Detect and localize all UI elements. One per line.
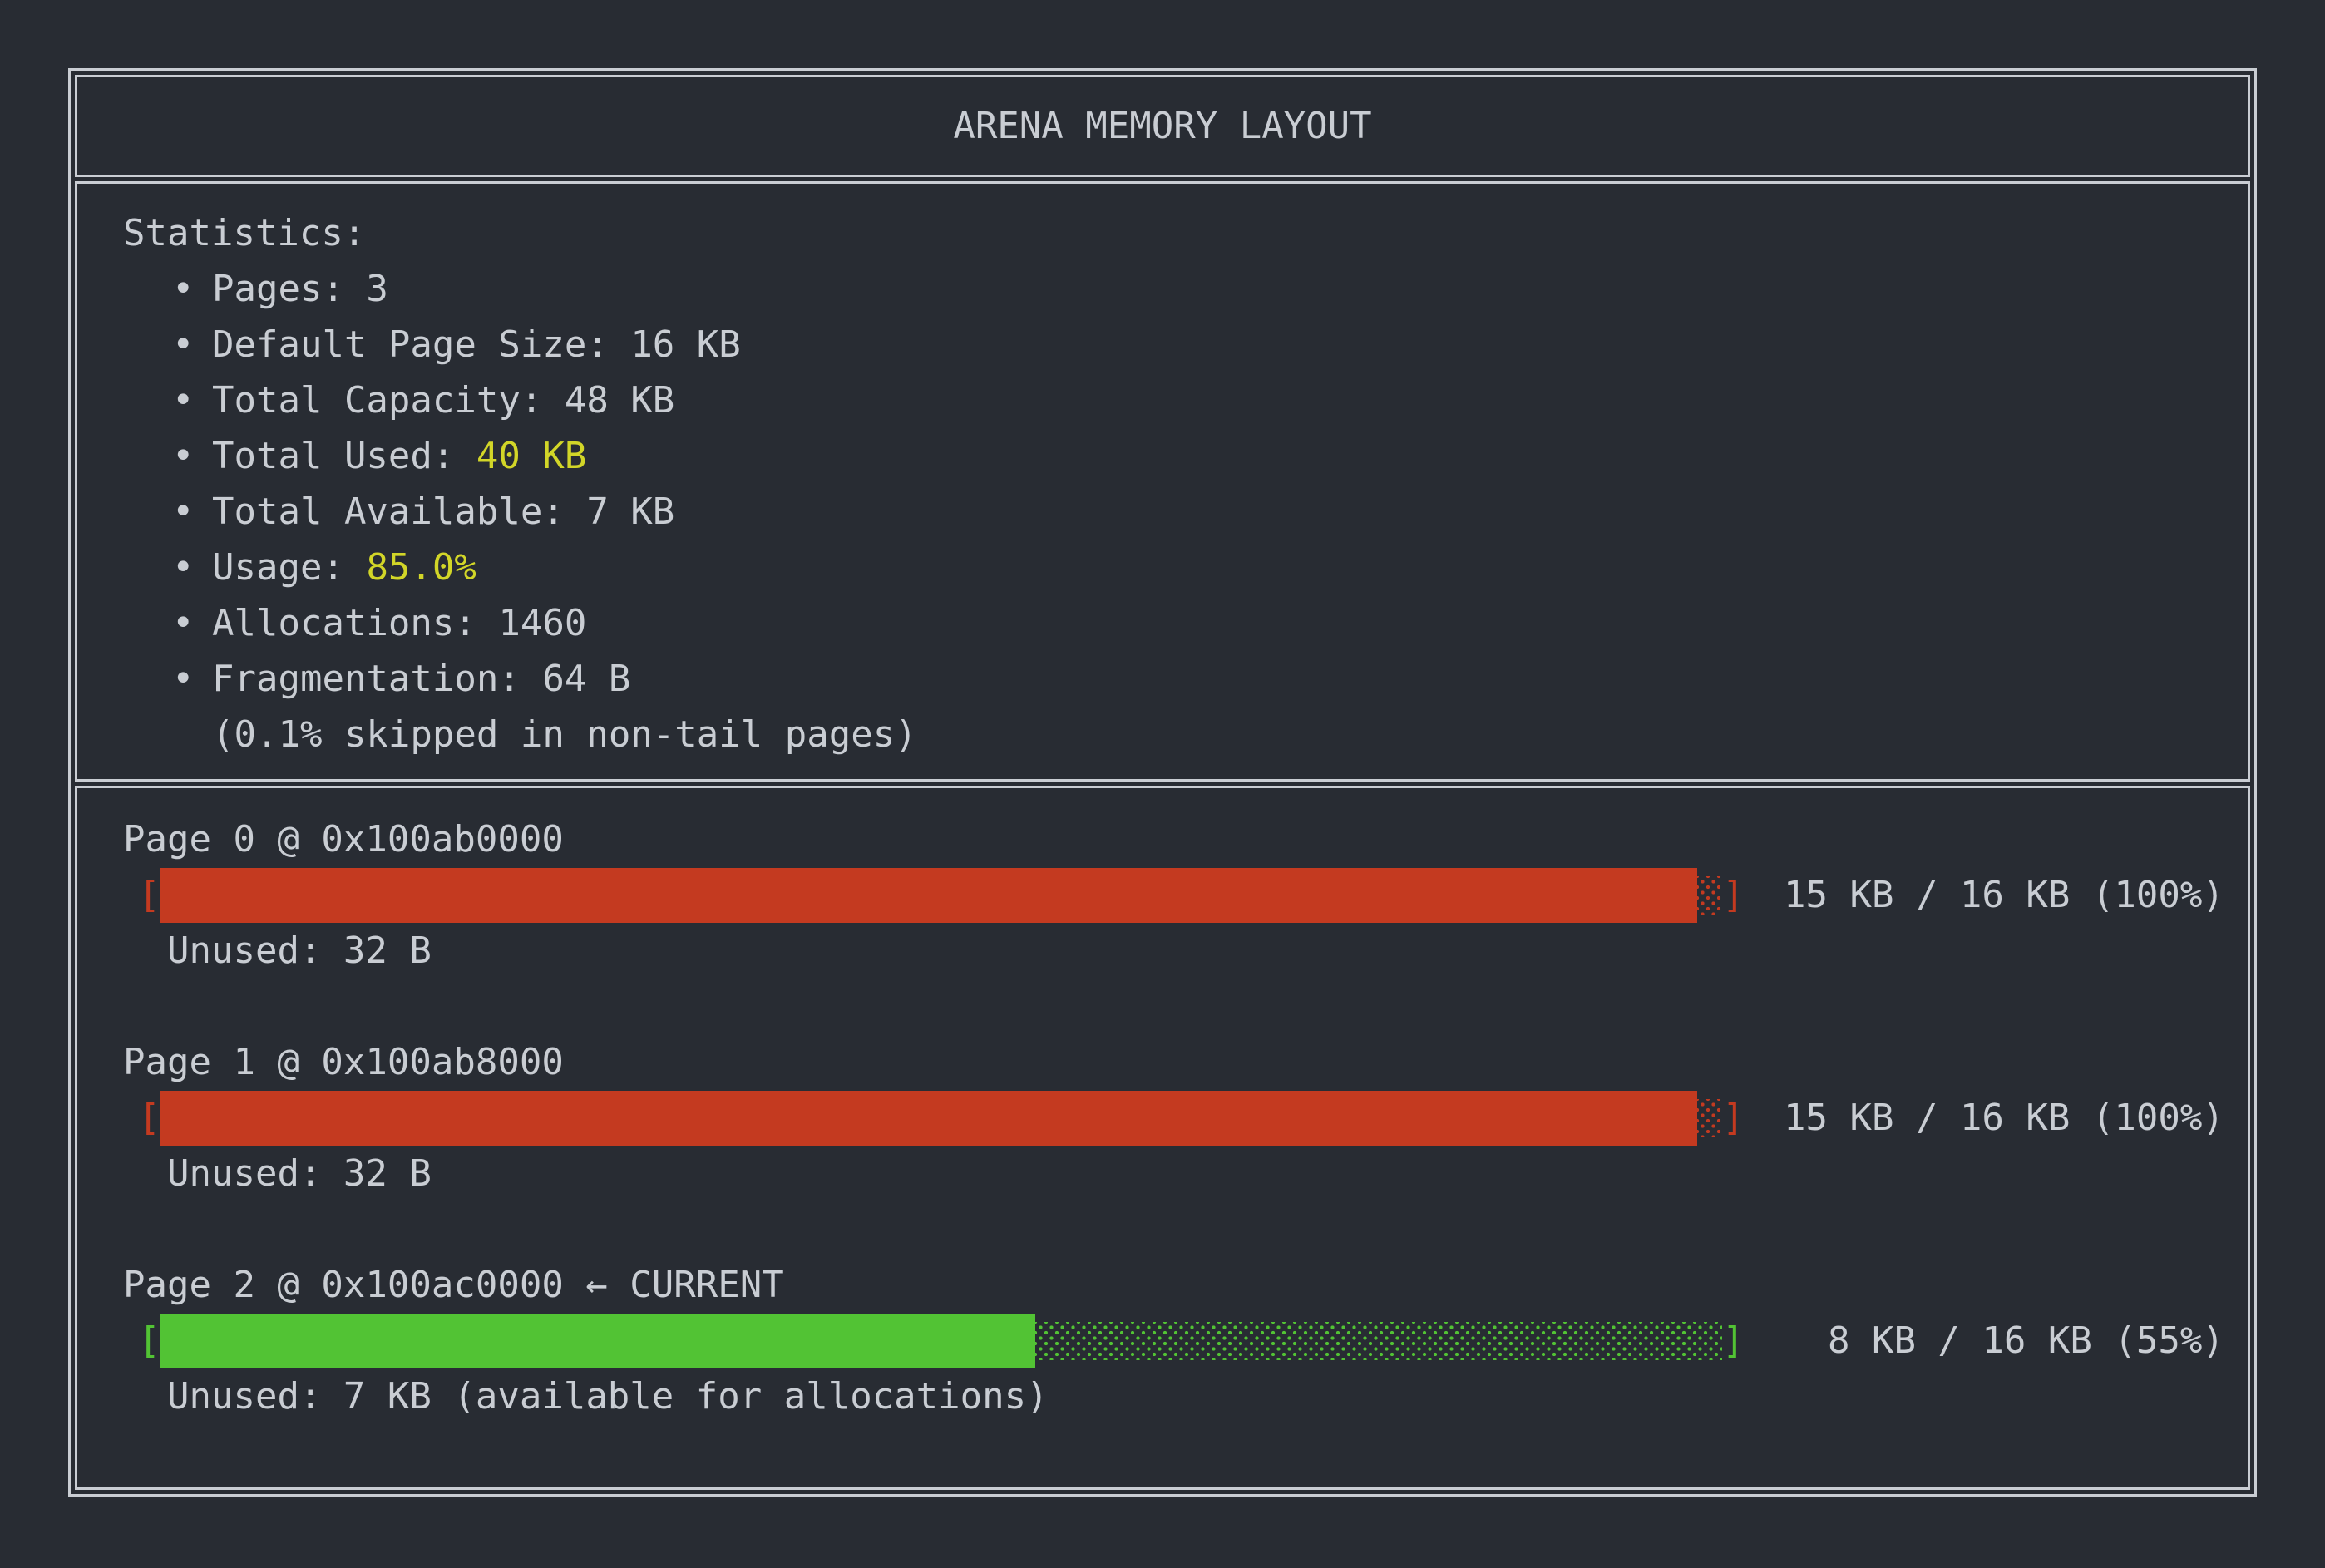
page-unused-label: Unused: 32 B [167, 929, 432, 972]
stat-item: • Total Available: 7 KB [123, 484, 2214, 540]
page-header: Page 2 @ 0x100ac0000 ← CURRENT [123, 1264, 784, 1306]
bar-free-dither [1034, 1321, 1722, 1360]
page-block-0: Page 0 @ 0x100ab0000 [] 15 KB / 16 KB (100… [123, 811, 2224, 979]
stat-text: Usage: [212, 546, 367, 589]
stat-item: • Pages: 3 [123, 261, 2214, 317]
stat-text: Total Available: 7 KB [212, 491, 675, 533]
page-unused-label: Unused: 7 KB (available for allocations) [167, 1375, 1049, 1418]
bar-close-bracket: ] [1722, 1319, 1745, 1362]
stat-item: • Default Page Size: 16 KB [123, 317, 2214, 372]
page-usage-bar: [] 15 KB / 16 KB (100%) [123, 1090, 2224, 1146]
stat-text: Allocations: 1460 [212, 602, 587, 644]
stat-value-highlight: 40 KB [476, 435, 587, 477]
bar-used-fill [160, 1090, 1697, 1146]
bullet-icon: • [172, 435, 195, 477]
stat-text: Fragmentation: 64 B [212, 658, 631, 700]
bar-close-bracket: ] [1722, 874, 1745, 916]
stat-text: Total Used: [212, 435, 476, 477]
pages-section: Page 0 @ 0x100ab0000 [] 15 KB / 16 KB (100… [75, 786, 2250, 1490]
stat-item: • Total Capacity: 48 KB [123, 372, 2214, 428]
bar-usage-label: 8 KB / 16 KB (55%) [1784, 1319, 2224, 1362]
bullet-icon: • [172, 379, 195, 422]
stat-text: Total Capacity: 48 KB [212, 379, 675, 422]
bar-usage-label: 15 KB / 16 KB (100%) [1784, 874, 2224, 916]
bar-open-bracket: [ [138, 874, 160, 916]
bullet-icon: • [172, 268, 195, 310]
bar-open-bracket: [ [138, 1319, 160, 1362]
statistics-heading: Statistics: [123, 212, 366, 254]
stat-item: • Allocations: 1460 [123, 595, 2214, 651]
page-header: Page 0 @ 0x100ab0000 [123, 818, 564, 860]
bar-used-fill [160, 867, 1697, 923]
stat-text: Default Page Size: 16 KB [212, 323, 741, 366]
bar-track [160, 1313, 1722, 1368]
bullet-icon: • [172, 658, 195, 700]
bar-free-dither [1696, 875, 1722, 915]
bullet-icon: • [172, 323, 195, 366]
arena-layout-panel: ARENA MEMORY LAYOUT Statistics: • Pages: … [68, 68, 2257, 1497]
stat-item: • Fragmentation: 64 B (0.1% skipped in non… [123, 651, 2214, 762]
statistics-list: • Pages: 3 • Default Page Size: 16 KB • Total… [123, 261, 2214, 762]
page-block-2: Page 2 @ 0x100ac0000 ← CURRENT [] 8 KB / … [123, 1257, 2224, 1424]
stat-note: (0.1% skipped in non-tail pages) [212, 713, 917, 756]
bar-open-bracket: [ [138, 1097, 160, 1139]
panel-title: ARENA MEMORY LAYOUT [953, 105, 1372, 147]
page-block-1: Page 1 @ 0x100ab8000 [] 15 KB / 16 KB (100… [123, 1034, 2224, 1201]
bar-track [160, 867, 1722, 923]
bar-usage-label: 15 KB / 16 KB (100%) [1784, 1097, 2224, 1139]
page-unused-label: Unused: 32 B [167, 1152, 432, 1195]
bar-used-fill [160, 1313, 1035, 1368]
bullet-icon: • [172, 491, 195, 533]
page-usage-bar: [] 15 KB / 16 KB (100%) [123, 867, 2224, 923]
panel-header: ARENA MEMORY LAYOUT [75, 75, 2250, 177]
stat-text: Pages: 3 [212, 268, 388, 310]
bar-track [160, 1090, 1722, 1146]
statistics-section: Statistics: • Pages: 3 • Default Page Size:… [75, 181, 2250, 782]
stat-value-highlight: 85.0% [366, 546, 476, 589]
bullet-icon: • [172, 546, 195, 589]
bullet-icon: • [172, 602, 195, 644]
page-usage-bar: [] 8 KB / 16 KB (55%) [123, 1313, 2224, 1368]
bar-close-bracket: ] [1722, 1097, 1745, 1139]
page-header: Page 1 @ 0x100ab8000 [123, 1041, 564, 1083]
stat-item: • Usage: 85.0% [123, 540, 2214, 595]
stat-item: • Total Used: 40 KB [123, 428, 2214, 484]
bar-free-dither [1696, 1098, 1722, 1137]
